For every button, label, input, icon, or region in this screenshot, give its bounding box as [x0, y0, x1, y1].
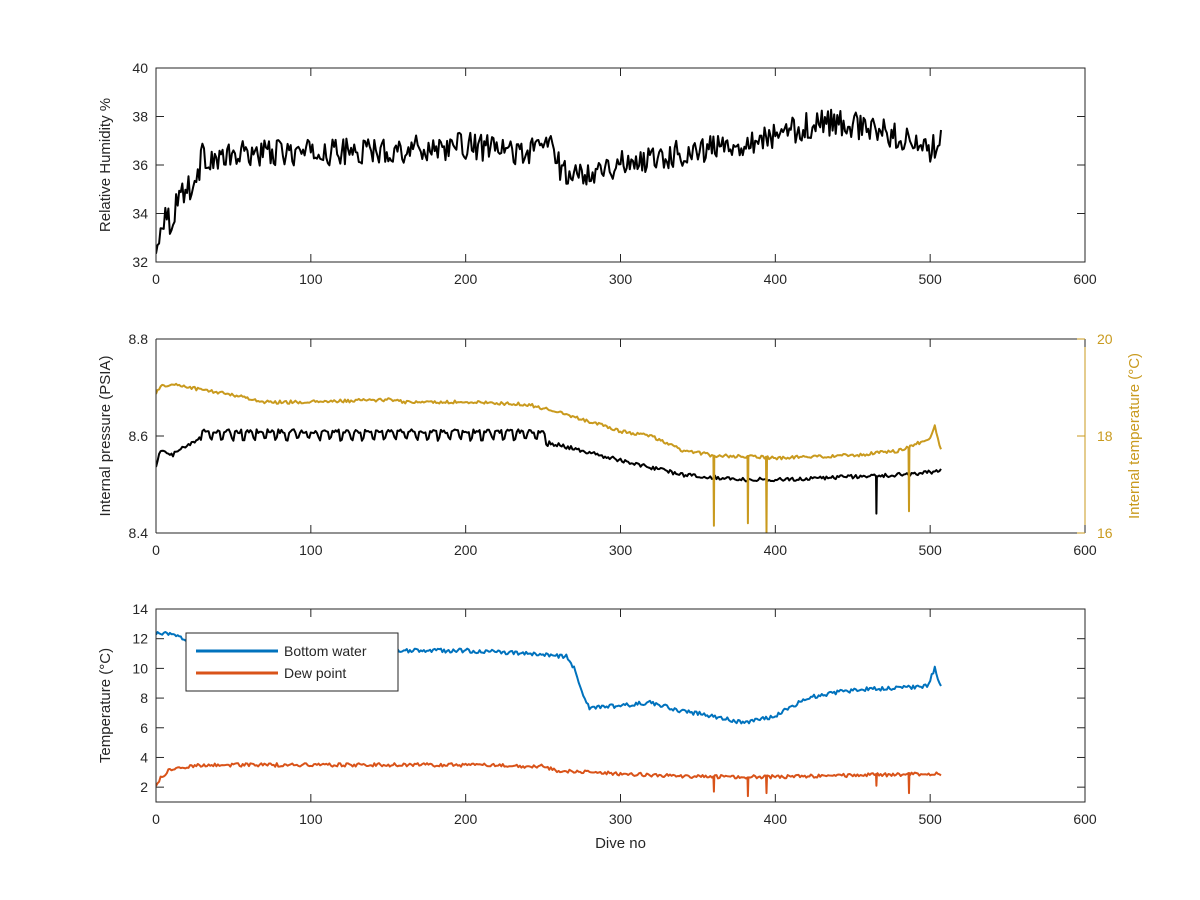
chart-panel-2: 0 100 200 300 400 500 600 8.4 8.6 8.8 16 18 20 Intern… [97, 331, 1143, 558]
y-tick-label: 6 [140, 720, 148, 736]
x-tick-label: 300 [609, 271, 633, 287]
y-axis-label: Temperature (°C) [97, 648, 114, 763]
x-tick-label: 200 [454, 542, 478, 558]
chart-panel-3: 0 100 200 300 400 500 600 2 4 6 8 10 12 14 Temperature… [97, 601, 1097, 852]
series-line-2-left [156, 428, 942, 515]
y-tick-label: 12 [132, 631, 148, 647]
y-axis-label: Internal pressure (PSIA) [97, 356, 114, 517]
y-tick-label-right: 16 [1097, 525, 1113, 541]
y-tick-label: 10 [132, 660, 148, 676]
y-axis-label-right: Internal temperature (°C) [1126, 353, 1143, 519]
y-tick-label: 8.6 [129, 428, 149, 444]
x-tick-label: 400 [764, 542, 788, 558]
x-tick-label: 200 [454, 811, 478, 827]
x-tick-label: 500 [918, 271, 942, 287]
series-line-1-left [156, 108, 942, 254]
y-tick-label-right: 20 [1097, 331, 1113, 347]
y-axis-label: Relative Humidity % [97, 98, 114, 232]
legend: Bottom water Dew point [185, 632, 399, 692]
x-tick-label: 500 [918, 542, 942, 558]
y-tick-label: 8.4 [129, 525, 149, 541]
chart-panel-1: 0 100 200 300 400 500 600 32 34 36 38 40 Relative Hu… [97, 60, 1097, 287]
x-tick-label: 400 [764, 811, 788, 827]
x-tick-label: 300 [609, 542, 633, 558]
x-tick-label: 400 [764, 271, 788, 287]
x-tick-label: 0 [152, 542, 160, 558]
legend-label: Bottom water [284, 643, 367, 659]
y-tick-label: 38 [132, 109, 148, 125]
x-tick-label: 0 [152, 271, 160, 287]
x-tick-label: 200 [454, 271, 478, 287]
x-tick-label: 100 [299, 271, 323, 287]
y-tick-label: 8.8 [129, 331, 149, 347]
y-tick-label: 32 [132, 254, 148, 270]
x-tick-label: 100 [299, 811, 323, 827]
x-tick-label: 500 [918, 811, 942, 827]
x-axis-label: Dive no [595, 835, 646, 852]
x-tick-label: 600 [1073, 811, 1097, 827]
y-tick-label: 34 [132, 206, 148, 222]
y-tick-label: 4 [140, 749, 148, 765]
y-tick-label: 14 [132, 601, 148, 617]
series-line-3-dew-point [156, 762, 942, 798]
x-tick-label: 600 [1073, 271, 1097, 287]
y-tick-label: 36 [132, 157, 148, 173]
legend-label: Dew point [284, 665, 346, 681]
y-tick-label: 2 [140, 779, 148, 795]
legend-box [185, 632, 399, 692]
x-tick-label: 0 [152, 811, 160, 827]
y-tick-label: 40 [132, 60, 148, 76]
y-tick-label-right: 18 [1097, 428, 1113, 444]
x-tick-label: 600 [1073, 542, 1097, 558]
series-line-2-right [156, 382, 942, 533]
x-tick-label: 300 [609, 811, 633, 827]
x-tick-label: 100 [299, 542, 323, 558]
y-tick-label: 8 [140, 690, 148, 706]
